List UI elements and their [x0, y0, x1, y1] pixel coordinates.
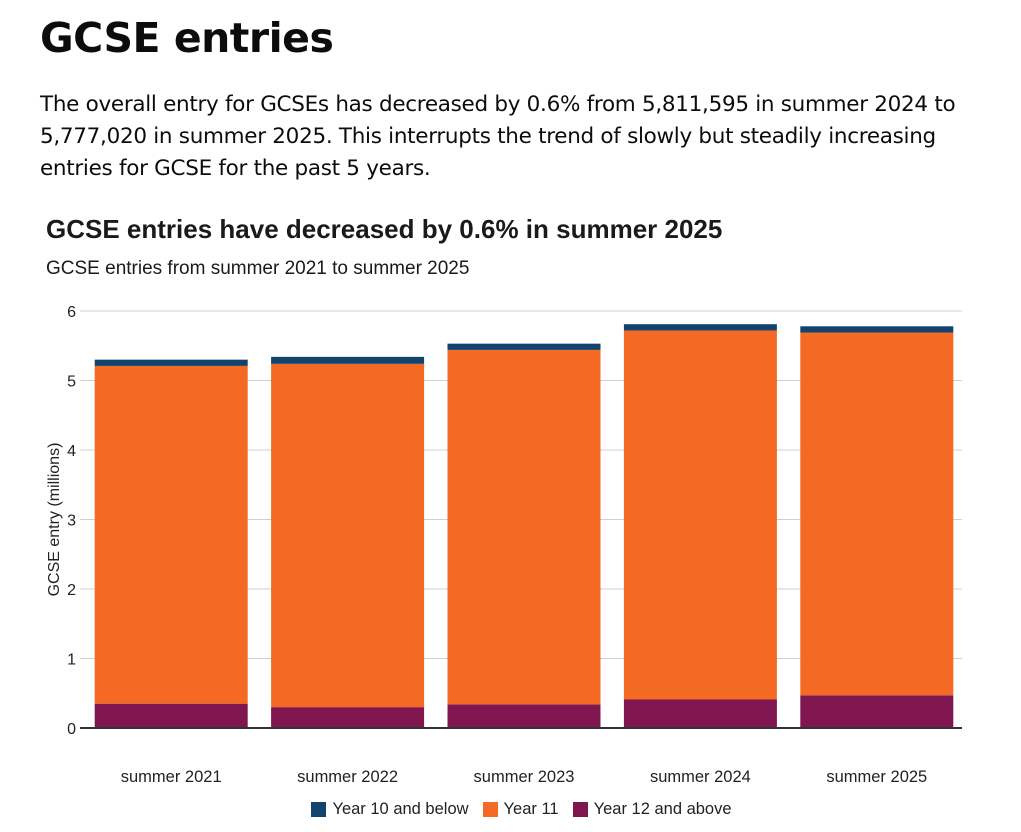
legend-label-year-10-and-below: Year 10 and below	[332, 800, 469, 818]
bars	[94, 324, 954, 728]
y-tick-label-3: 3	[67, 513, 76, 530]
intro-paragraph: The overall entry for GCSEs has decrease…	[40, 92, 956, 181]
y-axis-title: GCSE entry (millions)	[46, 443, 63, 597]
bar-year-10-and-below-3	[447, 343, 601, 350]
bar-year-10-and-below-2	[271, 356, 425, 364]
bar-year-12-and-above-1	[94, 703, 248, 728]
bar-year-11-2	[271, 363, 425, 708]
legend-swatch-year-12-and-above	[572, 802, 588, 817]
bar-year-12-and-above-2	[271, 707, 425, 728]
x-tick-label-4: summer 2024	[650, 768, 751, 786]
y-tick-label-6: 6	[67, 304, 76, 321]
bar-year-11-3	[447, 349, 601, 705]
stacked-bar-chart: 0 1 2 3 4 5 6 GCSE entry (millions) summer 2021 s…	[46, 304, 962, 786]
bar-year-10-and-below-1	[94, 359, 248, 366]
legend-swatch-year-11	[482, 802, 498, 817]
chart-subtitle: GCSE entries from summer 2021 to summer …	[46, 258, 470, 279]
y-tick-label-2: 2	[67, 582, 76, 599]
legend-label-year-12-and-above: Year 12 and above	[593, 800, 732, 818]
chart-legend: Year 10 and below Year 11 Year 12 and abov…	[0, 800, 1021, 819]
x-tick-label-5: summer 2025	[826, 768, 927, 786]
y-tick-label-5: 5	[67, 374, 76, 391]
bar-year-11-5	[800, 332, 954, 696]
x-tick-label-1: summer 2021	[121, 768, 222, 786]
axes: 0 1 2 3 4 5 6 GCSE entry (millions) summer 2021 s…	[46, 304, 962, 786]
bar-year-10-and-below-5	[800, 326, 954, 333]
bar-year-11-1	[94, 365, 248, 704]
legend-label-year-11: Year 11	[503, 800, 559, 818]
legend-item-year-10-and-below: Year 10 and below	[311, 800, 469, 819]
y-tick-label-0: 0	[67, 721, 76, 738]
legend-item-year-11: Year 11	[482, 800, 559, 819]
chart-title: GCSE entries have decreased by 0.6% in s…	[46, 214, 723, 244]
bar-year-12-and-above-4	[623, 699, 777, 728]
legend-swatch-year-10-and-below	[311, 802, 327, 817]
bar-year-12-and-above-3	[447, 704, 601, 728]
x-tick-label-2: summer 2022	[297, 768, 398, 786]
bar-year-10-and-below-4	[623, 324, 777, 331]
x-tick-label-3: summer 2023	[474, 768, 575, 786]
bar-year-12-and-above-5	[800, 695, 954, 728]
page-heading: GCSE entries	[40, 14, 334, 62]
y-tick-label-4: 4	[67, 443, 76, 460]
legend-item-year-12-and-above: Year 12 and above	[572, 800, 732, 819]
bar-year-11-4	[623, 330, 777, 700]
y-tick-label-1: 1	[67, 652, 76, 669]
